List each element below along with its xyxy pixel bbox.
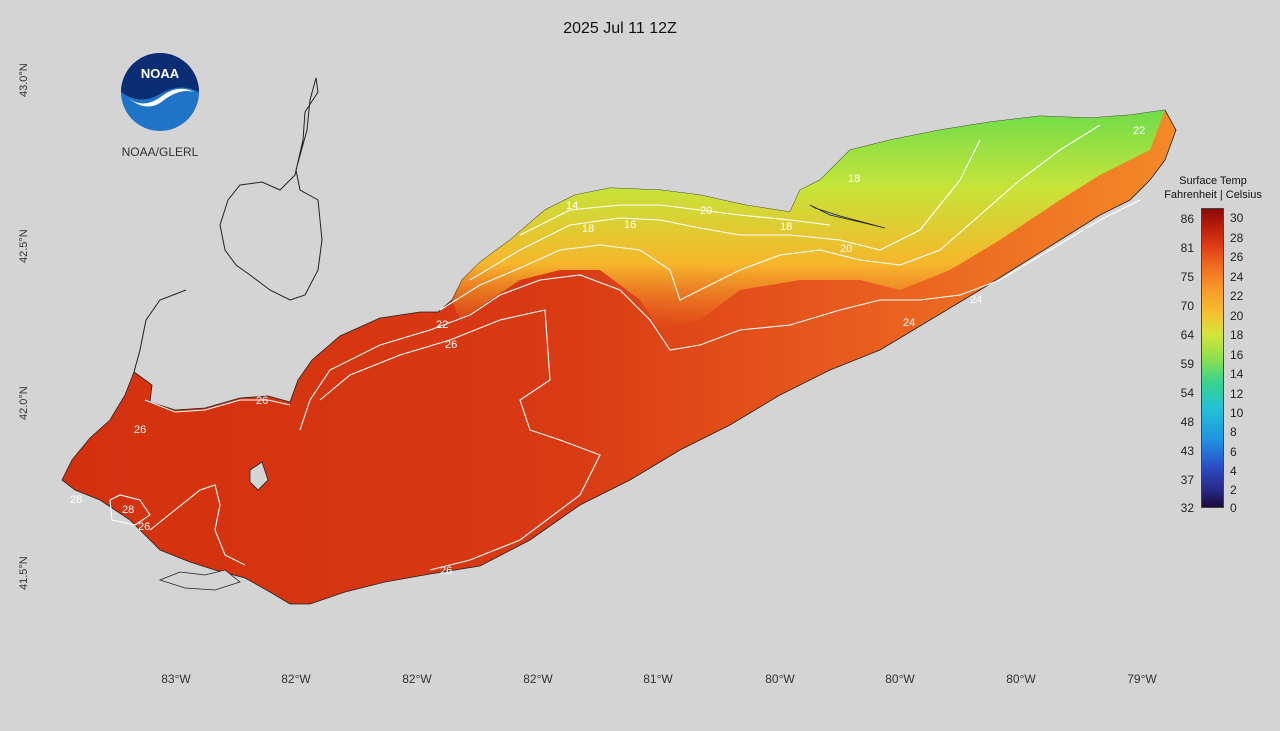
contour-label: 18 <box>848 173 860 185</box>
celsius-tick: 2 <box>1230 483 1237 497</box>
contour-label: 26 <box>256 395 268 407</box>
contour-label: 18 <box>780 221 792 233</box>
peninsula-shoreline <box>158 569 241 591</box>
lon-label: 82°W <box>402 672 432 686</box>
celsius-tick: 10 <box>1230 406 1244 420</box>
celsius-tick: 0 <box>1230 501 1237 515</box>
contour-label: 22 <box>1133 125 1145 137</box>
celsius-tick: 14 <box>1230 367 1244 381</box>
contour-label: 26 <box>445 339 457 351</box>
celsius-tick: 8 <box>1230 425 1237 439</box>
contour-labels: 14 16 18 18 18 20 20 22 22 24 24 26 26 2… <box>70 125 1145 577</box>
celsius-tick: 28 <box>1230 231 1244 245</box>
lon-label: 82°W <box>523 672 553 686</box>
lon-label: 80°W <box>765 672 795 686</box>
logo-text: NOAA <box>141 66 180 81</box>
contour-label: 14 <box>566 200 578 212</box>
lon-label: 82°W <box>281 672 311 686</box>
lake-st-clair-outline <box>133 77 323 373</box>
lon-label: 81°W <box>643 672 673 686</box>
lon-label: 79°W <box>1127 672 1157 686</box>
fahrenheit-tick: 70 <box>1180 299 1194 313</box>
celsius-tick: 30 <box>1230 211 1244 225</box>
lon-label: 80°W <box>1006 672 1036 686</box>
contour-label: 16 <box>624 219 636 231</box>
fahrenheit-tick: 32 <box>1180 501 1194 515</box>
fahrenheit-tick: 64 <box>1180 328 1194 342</box>
north-shore-cool-water <box>452 110 1165 330</box>
fahrenheit-tick: 37 <box>1180 473 1194 487</box>
pelee-island <box>249 461 269 491</box>
contour-label: 24 <box>970 294 982 306</box>
lon-label: 80°W <box>885 672 915 686</box>
long-point-spit <box>809 204 886 229</box>
fahrenheit-tick: 54 <box>1180 386 1194 400</box>
celsius-tick: 4 <box>1230 464 1237 478</box>
contour-label: 18 <box>582 223 594 235</box>
fahrenheit-tick: 81 <box>1180 241 1194 255</box>
isotherm-contours <box>109 124 1141 571</box>
contour-label: 26 <box>138 521 150 533</box>
celsius-tick: 12 <box>1230 387 1244 401</box>
fahrenheit-tick: 48 <box>1180 415 1194 429</box>
contour-label: 20 <box>700 205 712 217</box>
fahrenheit-tick: 59 <box>1180 357 1194 371</box>
celsius-tick: 16 <box>1230 348 1244 362</box>
contour-label: 26 <box>134 424 146 436</box>
contour-label: 24 <box>903 317 915 329</box>
celsius-tick: 22 <box>1230 289 1244 303</box>
fahrenheit-tick: 75 <box>1180 270 1194 284</box>
contour-label: 28 <box>70 494 82 506</box>
contour-label: 22 <box>436 319 448 331</box>
legend-title: Surface Temp <box>1179 175 1247 187</box>
celsius-tick: 26 <box>1230 250 1244 264</box>
legend-subtitle: Fahrenheit | Celsius <box>1164 189 1262 201</box>
noaa-logo: NOAA <box>121 53 199 131</box>
logo-caption: NOAA/GLERL <box>121 145 199 159</box>
contour-label: 26 <box>440 565 452 577</box>
celsius-tick: 6 <box>1230 445 1237 459</box>
lon-label: 83°W <box>161 672 191 686</box>
color-scale-bar <box>1201 208 1224 508</box>
fahrenheit-tick: 86 <box>1180 212 1194 226</box>
celsius-tick: 18 <box>1230 328 1244 342</box>
map-title: 2025 Jul 11 12Z <box>563 20 677 37</box>
contour-label: 20 <box>840 243 852 255</box>
fahrenheit-tick: 43 <box>1180 444 1194 458</box>
celsius-tick: 20 <box>1230 309 1244 323</box>
contour-label: 28 <box>122 504 134 516</box>
celsius-tick: 24 <box>1230 270 1244 284</box>
